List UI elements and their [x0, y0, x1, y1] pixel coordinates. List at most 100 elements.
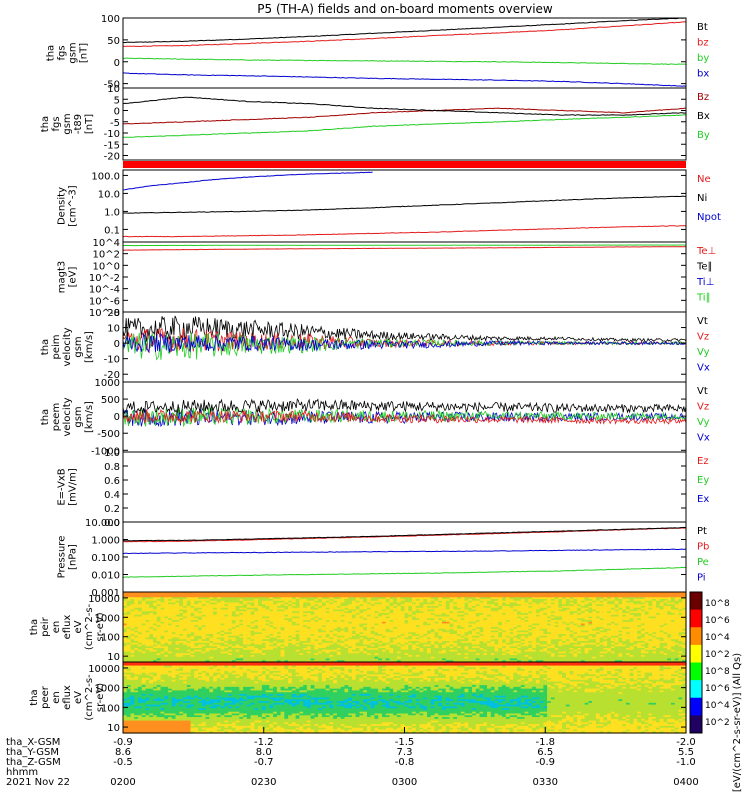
spectrogram-cell — [513, 630, 518, 633]
spectrogram-cell — [291, 611, 297, 614]
spectrogram-cell — [220, 656, 225, 660]
spectrogram-cell — [366, 625, 372, 628]
spectrogram-cell — [348, 623, 353, 626]
spectrogram-cell — [303, 648, 308, 651]
spectrogram-cell — [385, 644, 391, 647]
spectrogram-cell — [430, 625, 436, 628]
spectrogram-cell — [123, 620, 128, 623]
spectrogram-cell — [160, 637, 165, 640]
spectrogram-cell — [141, 614, 147, 618]
spectrogram-cell — [194, 655, 199, 658]
spectrogram-cell — [276, 595, 282, 598]
spectrogram-cell — [265, 648, 270, 651]
spectrogram-cell — [517, 611, 522, 614]
spectrogram-cell — [487, 628, 492, 632]
spectrogram-cell — [468, 646, 473, 649]
spectrogram-cell — [505, 641, 511, 644]
spectrogram-cell — [445, 609, 451, 612]
spectrogram-cell — [254, 621, 259, 625]
spectrogram-cell — [314, 600, 319, 604]
spectrogram-cell — [460, 641, 466, 644]
spectrogram-cell — [374, 602, 379, 605]
spectrogram-cell — [423, 614, 428, 618]
spectrogram-cell — [363, 613, 368, 616]
spectrogram-cell — [164, 646, 169, 649]
spectrogram-cell — [295, 644, 300, 647]
spectrogram-cell — [490, 648, 496, 651]
spectrogram-cell — [329, 641, 334, 644]
spectrogram-cell — [524, 644, 529, 647]
spectrogram-cell — [295, 609, 300, 612]
spectrogram-cell — [479, 611, 484, 614]
spectrogram-cell — [374, 653, 379, 656]
spectrogram-cell — [201, 644, 207, 647]
spectrogram-cell — [442, 635, 447, 639]
spectrogram-cell — [517, 592, 522, 595]
spectrogram-cell — [483, 618, 488, 621]
spectrogram-cell — [314, 611, 319, 614]
spectrogram-cell — [400, 611, 406, 614]
spectrogram-cell — [520, 621, 526, 625]
spectrogram-cell — [524, 655, 529, 658]
spectrogram-cell — [333, 648, 338, 651]
spectrogram-cell — [220, 592, 225, 595]
spectrogram-cell — [370, 655, 376, 658]
spectrogram-cell — [487, 599, 492, 602]
spectrogram-cell — [378, 642, 383, 646]
spectrogram-cell — [438, 614, 443, 618]
spectrogram-cell — [460, 600, 466, 604]
spectrogram-cell — [141, 593, 147, 597]
spectrogram-cell — [213, 632, 218, 635]
spectrogram-cell — [389, 627, 394, 630]
spectrogram-cell — [164, 611, 169, 614]
spectrogram-cell — [419, 637, 424, 640]
spectrogram-cell — [513, 656, 518, 660]
spectrogram-cell — [239, 602, 244, 605]
spectrogram-cell — [412, 625, 417, 628]
spectrogram-cell — [205, 607, 210, 611]
spectrogram-cell — [393, 634, 398, 637]
spectrogram-cell — [348, 607, 353, 611]
spectrogram-cell — [186, 606, 192, 609]
spectrogram-cell — [220, 658, 225, 661]
spectrogram-cell — [123, 628, 128, 632]
spectrogram-cell — [325, 616, 331, 619]
spectrogram-cell — [329, 651, 334, 654]
spectrogram-cell — [288, 630, 293, 633]
spectrogram-cell — [134, 627, 139, 630]
spectrogram-cell — [351, 632, 357, 635]
spectrogram-cell — [366, 618, 372, 621]
spectrogram-cell — [325, 658, 331, 661]
spectrogram-cell — [370, 621, 376, 625]
spectrogram-cell — [479, 655, 484, 658]
spectrogram-cell — [483, 653, 488, 656]
spectrogram-cell — [280, 651, 285, 654]
spectrogram-cell — [340, 642, 346, 646]
spectrogram-cell — [156, 639, 162, 642]
spectrogram-cell — [201, 611, 207, 614]
spectrogram-cell — [412, 637, 417, 640]
spectrogram-cell — [171, 632, 177, 635]
spectrogram-cell — [359, 614, 364, 618]
spectrogram-cell — [228, 658, 233, 661]
spectrogram-cell — [303, 658, 308, 661]
spectrogram-cell — [498, 620, 503, 623]
spectrogram-cell — [321, 616, 327, 619]
spectrogram-cell — [213, 614, 218, 618]
spectrogram-cell — [164, 600, 169, 604]
y-tick-label: -10 — [104, 355, 120, 366]
spectrogram-cell — [359, 604, 364, 607]
spectrogram-cell — [318, 602, 323, 605]
spectrogram-cell — [479, 609, 484, 612]
spectrogram-cell — [517, 632, 522, 635]
spectrogram-cell — [280, 658, 285, 661]
spectrogram-cell — [457, 623, 462, 626]
spectrogram-cell — [517, 634, 522, 637]
spectrogram-cell — [479, 623, 484, 626]
spectrogram-cell — [385, 630, 391, 633]
spectrogram-cell — [412, 649, 417, 653]
spectrogram-cell — [400, 639, 406, 642]
spectrogram-cell — [175, 656, 180, 660]
spectrogram-cell — [190, 632, 195, 635]
spectrogram-cell — [415, 599, 421, 602]
